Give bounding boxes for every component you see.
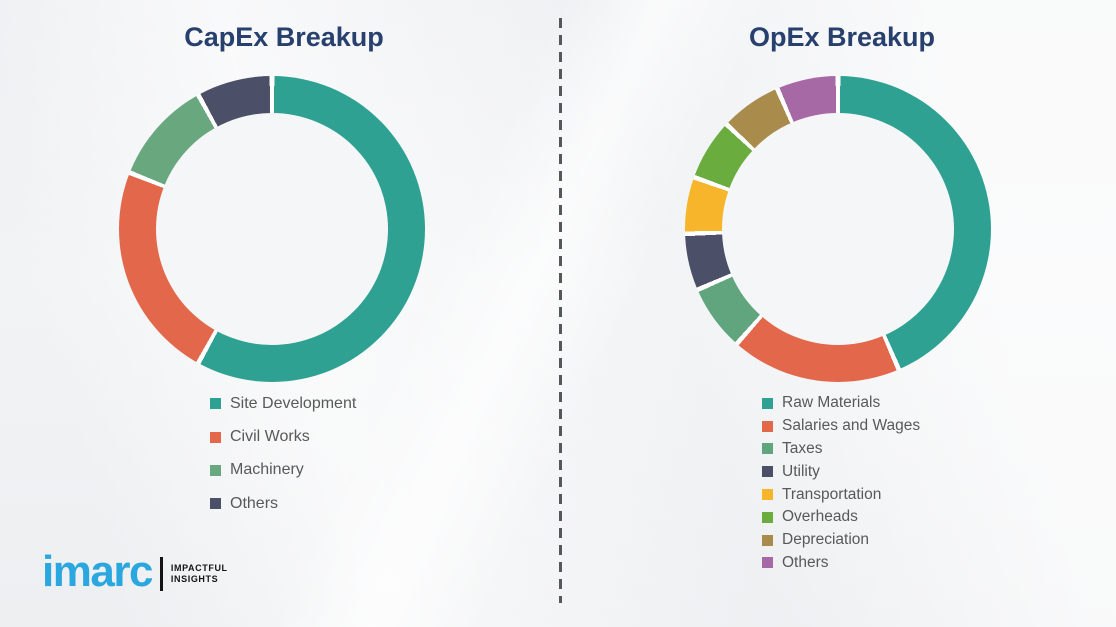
legend-item: Raw Materials — [762, 392, 920, 415]
capex-donut-hole — [156, 113, 388, 345]
legend-label: Utility — [782, 462, 820, 480]
legend-item: Machinery — [210, 454, 356, 487]
opex-donut-hole — [722, 113, 954, 345]
legend-swatch — [210, 498, 221, 510]
imarc-tagline-line2: INSIGHTS — [170, 574, 219, 584]
capex-donut-chart — [119, 76, 425, 382]
imarc-logo-wordmark: imarc — [42, 547, 153, 596]
legend-item: Overheads — [762, 506, 920, 529]
legend-item: Utility — [762, 460, 920, 483]
imarc-logo-divider-bar — [159, 557, 163, 591]
legend-label: Taxes — [782, 439, 823, 457]
legend-label: Site Development — [230, 394, 357, 412]
legend-swatch — [210, 431, 221, 443]
legend-item: Salaries and Wages — [762, 415, 920, 438]
opex-legend: Raw Materials Salaries and Wages Taxes Util… — [762, 392, 920, 574]
legend-label: Civil Works — [230, 428, 310, 446]
opex-chart-title: OpEx Breakup — [748, 22, 936, 52]
legend-swatch — [762, 420, 773, 432]
imarc-tagline-line1: IMPACTFUL — [170, 563, 228, 573]
legend-swatch — [762, 511, 773, 523]
legend-item: Depreciation — [762, 529, 920, 552]
legend-swatch — [210, 398, 221, 410]
legend-swatch — [762, 397, 773, 409]
legend-item: Taxes — [762, 438, 920, 461]
legend-label: Overheads — [782, 508, 858, 526]
capex-legend: Site Development Civil Works Machinery Othe… — [210, 387, 356, 521]
legend-swatch — [762, 443, 773, 455]
legend-swatch — [210, 464, 221, 476]
capex-chart-title: CapEx Breakup — [184, 22, 384, 52]
legend-label: Depreciation — [782, 531, 870, 549]
divider-dashed-line — [559, 18, 562, 603]
legend-swatch — [762, 534, 773, 546]
legend-item: Site Development — [210, 387, 356, 420]
legend-item: Transportation — [762, 483, 920, 506]
legend-item: Others — [762, 552, 920, 575]
legend-item: Civil Works — [210, 420, 356, 453]
legend-item: Others — [210, 487, 356, 520]
opex-donut-chart — [685, 76, 991, 382]
legend-swatch — [762, 557, 773, 569]
legend-label: Machinery — [230, 461, 304, 479]
legend-label: Others — [782, 553, 829, 571]
imarc-logo-tagline: IMPACTFUL INSIGHTS — [171, 563, 228, 585]
legend-label: Transportation — [782, 485, 882, 503]
legend-swatch — [762, 466, 773, 478]
legend-swatch — [762, 489, 773, 501]
legend-label: Raw Materials — [782, 394, 881, 412]
imarc-logo: imarc IMPACTFUL INSIGHTS — [42, 550, 228, 594]
legend-label: Others — [230, 494, 279, 512]
legend-label: Salaries and Wages — [782, 417, 921, 435]
